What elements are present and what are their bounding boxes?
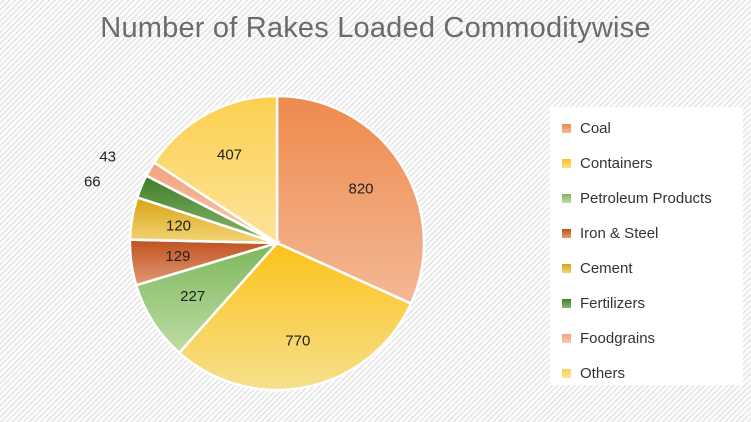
legend-item-iron-and-steel: Iron & Steel [550,216,743,251]
data-label-cement: 120 [166,218,191,235]
legend-item-fertilizers: Fertilizers [550,286,743,321]
legend-swatch [562,369,571,378]
legend-label: Containers [580,155,653,172]
chart-title: Number of Rakes Loaded Commoditywise [100,12,651,44]
data-label-petroleum-products: 227 [180,288,205,305]
legend-label: Others [580,365,626,382]
legend-swatch [562,334,571,343]
legend-label: Coal [580,120,611,137]
data-label-containers: 770 [285,332,310,349]
legend-label: Petroleum Products [580,190,712,207]
legend-item-foodgrains: Foodgrains [550,321,743,356]
legend-swatch [562,159,571,168]
legend-swatch [562,194,571,203]
data-label-foodgrains: 43 [99,148,116,165]
data-label-fertilizers: 66 [84,173,101,190]
legend-swatch [562,229,571,238]
legend-item-coal: Coal [550,111,743,146]
legend-swatch [562,264,571,273]
pie-slice-petroleum-products [134,240,281,355]
legend-swatch [562,299,571,308]
legend: Coal Containers Petroleum Products Iron & S… [550,107,743,385]
legend-label: Fertilizers [580,295,646,312]
pie-slice-others [152,94,279,246]
legend-item-others: Others [550,356,743,391]
legend-item-containers: Containers [550,146,743,181]
pie-slice-containers [177,241,413,392]
legend-label: Cement [580,260,633,277]
data-label-others: 407 [217,147,242,164]
data-label-coal: 820 [348,180,373,197]
legend-item-petroleum-products: Petroleum Products [550,181,743,216]
data-label-iron-and-steel: 129 [165,248,190,265]
legend-label: Iron & Steel [580,225,659,242]
pie-slice-coal [275,94,426,306]
legend-item-cement: Cement [550,251,743,286]
legend-label: Foodgrains [580,330,656,347]
legend-swatch [562,124,571,133]
